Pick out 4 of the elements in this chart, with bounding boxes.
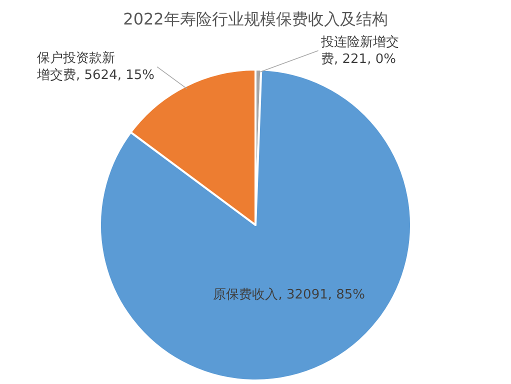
chart-title: 2022年寿险行业规模保费收入及结构 — [123, 10, 388, 29]
slice-label: 投连险新增交费, 221, 0% — [320, 34, 399, 67]
slice-label: 保户投资款新增交费, 5624, 15% — [36, 51, 155, 83]
slice-label: 原保费收入, 32091, 85% — [213, 288, 366, 303]
